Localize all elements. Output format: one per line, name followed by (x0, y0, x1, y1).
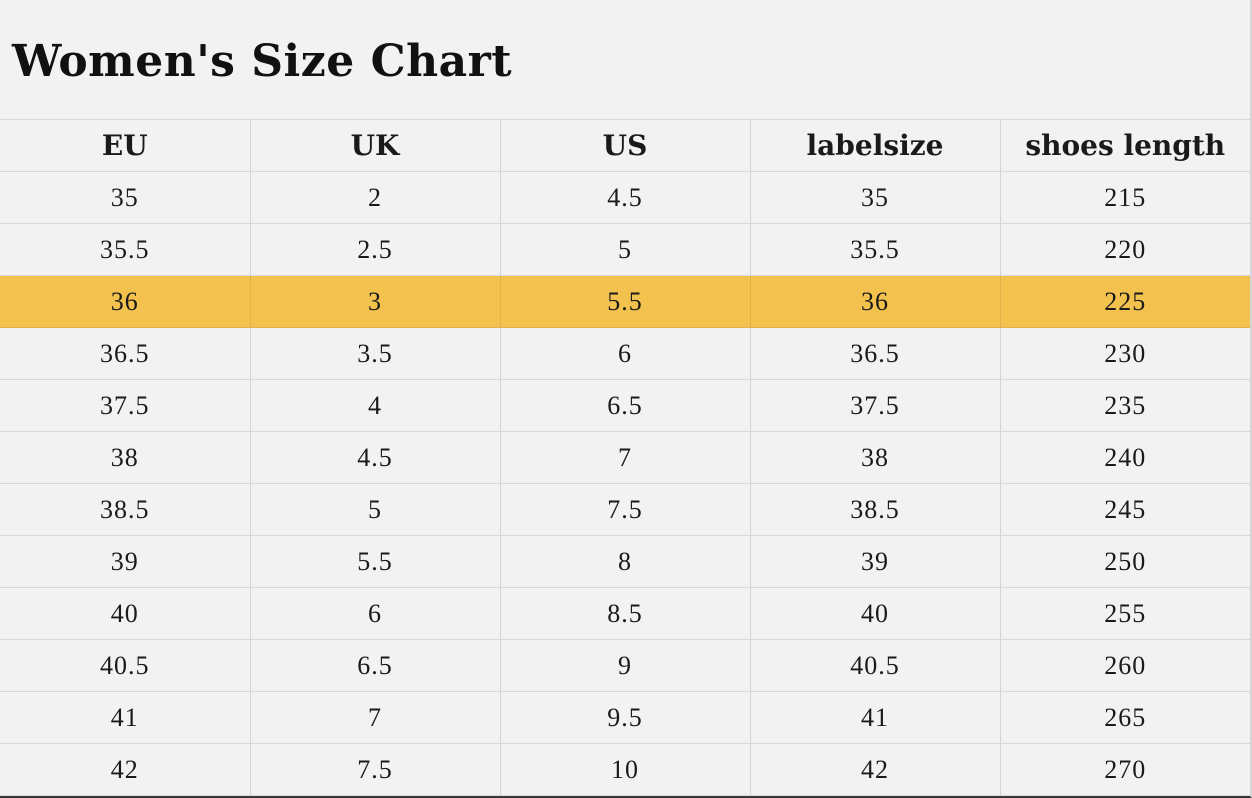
cell-us: 5.5 (500, 275, 751, 328)
cell-uk: 4 (250, 379, 501, 432)
cell-eu: 38.5 (0, 483, 251, 536)
cell-uk: 2.5 (250, 223, 501, 276)
cell-uk: 3.5 (250, 327, 501, 380)
cell-us: 7 (500, 431, 751, 484)
table-body: 35 2 4.5 35 215 35.5 2.5 5 35.5 220 36 3 5.5 36 225 36.… (0, 171, 1250, 796)
cell-uk: 6 (250, 587, 501, 640)
cell-us: 8 (500, 535, 751, 588)
column-header-eu: EU (0, 120, 251, 172)
cell-eu: 35.5 (0, 223, 251, 276)
cell-shoes-length: 215 (1000, 171, 1250, 224)
cell-shoes-length: 225 (1000, 275, 1250, 328)
cell-us: 8.5 (500, 587, 751, 640)
cell-uk: 2 (250, 171, 501, 224)
cell-eu: 41 (0, 691, 251, 744)
cell-eu: 36 (0, 275, 251, 328)
cell-eu: 38 (0, 431, 251, 484)
table-row: 38.5 5 7.5 38.5 245 (0, 483, 1250, 536)
cell-labelsize: 41 (750, 691, 1001, 744)
cell-shoes-length: 220 (1000, 223, 1250, 276)
cell-labelsize: 36 (750, 275, 1001, 328)
cell-labelsize: 39 (750, 535, 1001, 588)
cell-us: 7.5 (500, 483, 751, 536)
table-row: 35.5 2.5 5 35.5 220 (0, 223, 1250, 276)
cell-labelsize: 42 (750, 743, 1001, 796)
table-row: 40.5 6.5 9 40.5 260 (0, 639, 1250, 692)
column-header-us: US (500, 120, 751, 172)
cell-us: 9.5 (500, 691, 751, 744)
cell-us: 6.5 (500, 379, 751, 432)
cell-labelsize: 35 (750, 171, 1001, 224)
cell-shoes-length: 250 (1000, 535, 1250, 588)
column-header-uk: UK (250, 120, 501, 172)
cell-shoes-length: 230 (1000, 327, 1250, 380)
table-row: 40 6 8.5 40 255 (0, 587, 1250, 640)
cell-labelsize: 40.5 (750, 639, 1001, 692)
page-title: Women's Size Chart (12, 36, 513, 87)
cell-us: 9 (500, 639, 751, 692)
cell-labelsize: 40 (750, 587, 1001, 640)
cell-eu: 35 (0, 171, 251, 224)
size-table: EU UK US labelsize shoes length 35 2 4.5 35… (0, 120, 1250, 796)
cell-uk: 7 (250, 691, 501, 744)
cell-us: 10 (500, 743, 751, 796)
cell-uk: 6.5 (250, 639, 501, 692)
cell-us: 4.5 (500, 171, 751, 224)
table-row: 39 5.5 8 39 250 (0, 535, 1250, 588)
cell-shoes-length: 235 (1000, 379, 1250, 432)
table-row: 42 7.5 10 42 270 (0, 743, 1250, 796)
table-row: 35 2 4.5 35 215 (0, 171, 1250, 224)
cell-shoes-length: 265 (1000, 691, 1250, 744)
title-bar: Women's Size Chart (0, 0, 1250, 120)
cell-shoes-length: 240 (1000, 431, 1250, 484)
table-row: 36.5 3.5 6 36.5 230 (0, 327, 1250, 380)
cell-eu: 40.5 (0, 639, 251, 692)
column-header-labelsize: labelsize (750, 120, 1001, 172)
cell-eu: 36.5 (0, 327, 251, 380)
table-row-highlighted: 36 3 5.5 36 225 (0, 275, 1250, 328)
table-row: 41 7 9.5 41 265 (0, 691, 1250, 744)
cell-uk: 5.5 (250, 535, 501, 588)
cell-labelsize: 36.5 (750, 327, 1001, 380)
cell-eu: 39 (0, 535, 251, 588)
cell-labelsize: 37.5 (750, 379, 1001, 432)
cell-uk: 7.5 (250, 743, 501, 796)
column-header-shoes-length: shoes length (1000, 120, 1250, 172)
cell-uk: 5 (250, 483, 501, 536)
cell-eu: 40 (0, 587, 251, 640)
cell-uk: 4.5 (250, 431, 501, 484)
cell-eu: 42 (0, 743, 251, 796)
table-row: 37.5 4 6.5 37.5 235 (0, 379, 1250, 432)
cell-shoes-length: 260 (1000, 639, 1250, 692)
cell-shoes-length: 255 (1000, 587, 1250, 640)
cell-labelsize: 38 (750, 431, 1001, 484)
cell-us: 5 (500, 223, 751, 276)
header-row: EU UK US labelsize shoes length (0, 120, 1250, 172)
cell-labelsize: 38.5 (750, 483, 1001, 536)
cell-us: 6 (500, 327, 751, 380)
cell-eu: 37.5 (0, 379, 251, 432)
cell-uk: 3 (250, 275, 501, 328)
cell-labelsize: 35.5 (750, 223, 1001, 276)
cell-shoes-length: 270 (1000, 743, 1250, 796)
table-row: 38 4.5 7 38 240 (0, 431, 1250, 484)
cell-shoes-length: 245 (1000, 483, 1250, 536)
